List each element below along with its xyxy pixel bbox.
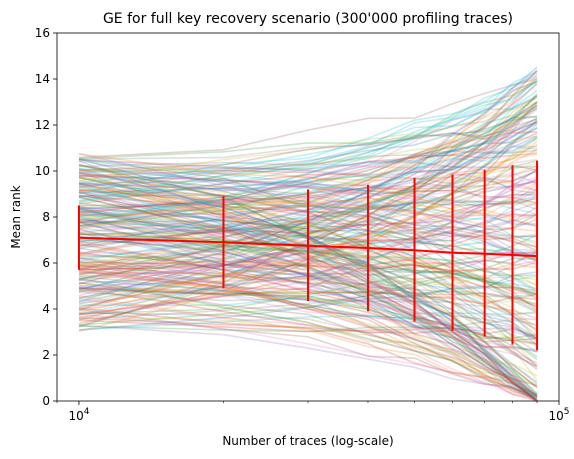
background-series-line	[78, 80, 538, 257]
background-series-line	[78, 97, 538, 193]
background-series-line	[78, 82, 538, 276]
x-tick-label: 104	[68, 407, 89, 423]
background-series-line	[78, 106, 538, 262]
y-tick-label: 10	[35, 164, 50, 178]
background-series-line	[78, 145, 538, 198]
background-series-line	[78, 115, 538, 160]
y-tick-label: 0	[42, 394, 50, 408]
y-tick-label: 4	[42, 302, 50, 316]
background-series-line	[78, 72, 538, 224]
background-series-line	[78, 73, 538, 255]
background-series-line	[78, 243, 538, 398]
x-axis: 104 105	[56, 401, 570, 423]
background-series-line	[78, 144, 538, 211]
background-series-line	[78, 70, 538, 198]
background-series-line	[78, 83, 538, 285]
background-series-line	[78, 107, 538, 230]
y-axis-label: Mean rank	[9, 185, 23, 248]
background-series-line	[78, 257, 538, 397]
background-series-line	[78, 312, 538, 351]
background-series-line	[78, 117, 538, 215]
background-series-line	[78, 76, 538, 281]
background-series-line	[78, 267, 538, 399]
background-series-line	[78, 324, 538, 397]
background-series-line	[78, 121, 538, 171]
background-series-line	[78, 221, 538, 401]
background-series-line	[78, 78, 538, 159]
background-series-line	[78, 131, 538, 205]
background-series-line	[78, 135, 538, 172]
background-series-line	[78, 120, 538, 211]
background-series-line	[78, 71, 538, 272]
y-tick-label: 2	[42, 348, 50, 362]
background-series-line	[78, 103, 538, 228]
background-series-line	[78, 317, 538, 343]
background-series-line	[78, 118, 538, 160]
background-series-line	[78, 215, 538, 401]
background-series-line	[78, 149, 538, 168]
background-series-line	[78, 242, 538, 401]
chart-title: GE for full key recovery scenario (300'0…	[103, 11, 513, 27]
background-series-line	[78, 281, 538, 396]
background-series-line	[78, 95, 538, 227]
x-axis-label: Number of traces (log-scale)	[222, 434, 393, 448]
background-series-line	[78, 319, 538, 338]
y-tick-label: 14	[35, 72, 50, 86]
background-series-line	[78, 273, 538, 398]
background-series-line	[78, 295, 538, 401]
background-series-line	[78, 315, 538, 377]
background-series-line	[78, 127, 538, 194]
background-series-line	[78, 70, 538, 224]
background-series-line	[78, 80, 538, 221]
x-tick-label: 105	[548, 407, 569, 423]
background-series-line	[78, 270, 538, 367]
background-series-line	[78, 105, 538, 247]
background-series-line	[78, 161, 538, 174]
background-series-line	[78, 228, 538, 401]
background-series-line	[78, 115, 538, 189]
background-series-line	[78, 80, 538, 203]
background-series-line	[78, 94, 538, 184]
background-series-line	[78, 287, 538, 353]
background-series-line	[78, 152, 538, 177]
background-series-line	[78, 80, 538, 203]
background-series-line	[78, 313, 538, 401]
background-series-line	[78, 101, 538, 271]
background-series-line	[78, 66, 538, 291]
background-series-line	[78, 75, 538, 195]
background-series-line	[78, 137, 538, 218]
background-series-line	[78, 260, 538, 400]
background-series-line	[78, 289, 538, 387]
background-series-line	[78, 298, 538, 399]
background-series-line	[78, 104, 538, 229]
background-series-line	[78, 277, 538, 399]
background-series-line	[78, 158, 538, 175]
background-series-line	[78, 279, 538, 353]
background-series-line	[78, 287, 538, 340]
background-series-line	[78, 307, 538, 398]
background-series-line	[78, 81, 538, 202]
y-tick-label: 16	[35, 26, 50, 40]
background-series-line	[78, 101, 538, 182]
background-series-line	[78, 325, 538, 340]
y-tick-label: 12	[35, 118, 50, 132]
background-series-line	[78, 264, 538, 387]
background-series-line	[78, 287, 538, 401]
y-tick-label: 6	[42, 256, 50, 270]
background-series-line	[78, 214, 538, 397]
y-axis: 0 2 4 6 8 10 12 14 16	[35, 26, 57, 408]
background-series-line	[78, 269, 538, 401]
background-series-line	[78, 136, 538, 227]
background-series-line	[78, 308, 538, 401]
y-tick-label: 8	[42, 210, 50, 224]
mean-series-group	[77, 160, 539, 351]
background-series-line	[78, 95, 538, 224]
background-series-line	[78, 159, 538, 185]
background-series-line	[78, 121, 538, 234]
